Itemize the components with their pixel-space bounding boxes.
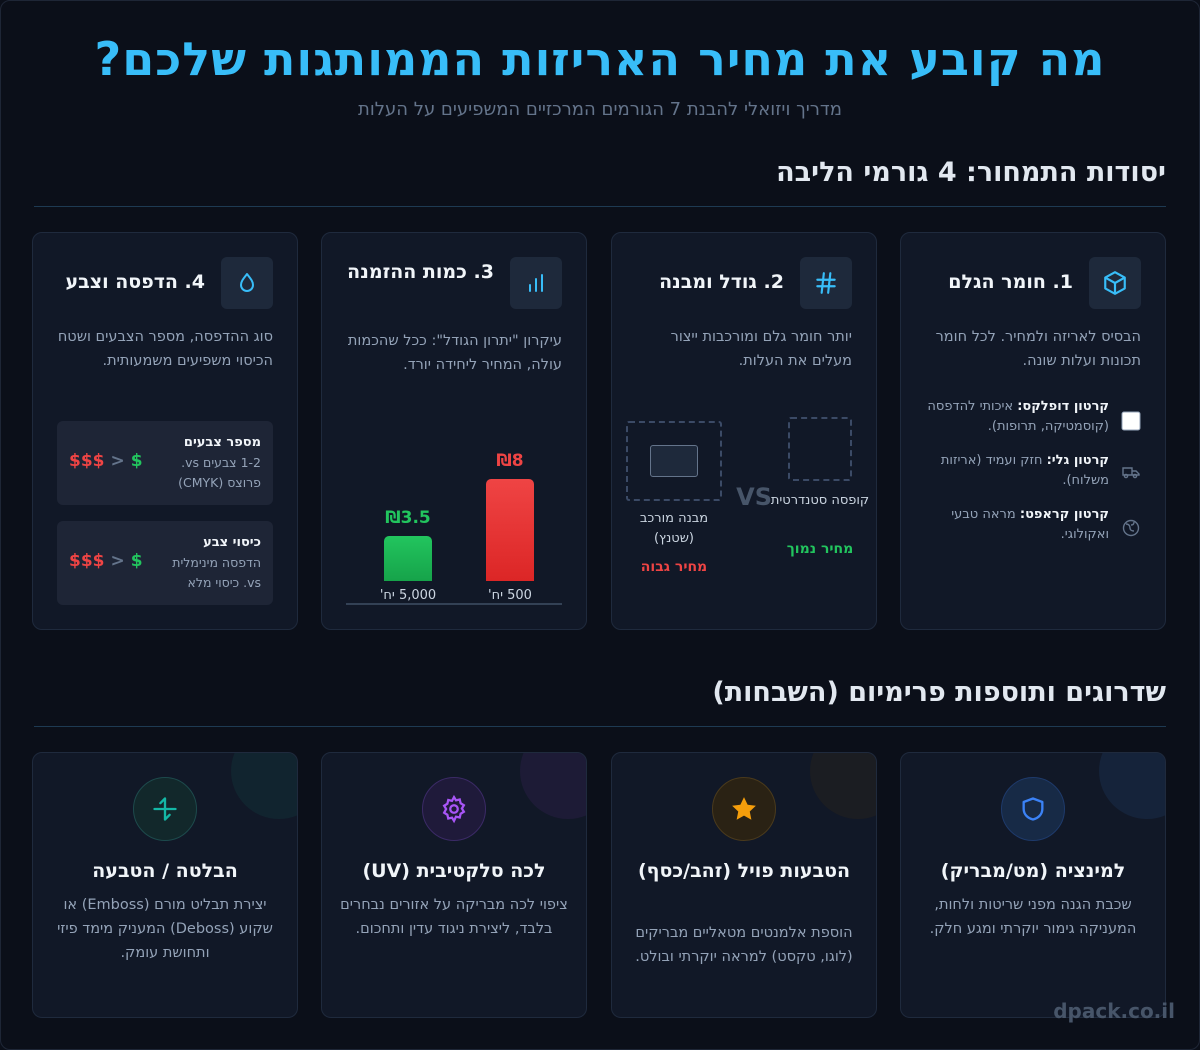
box-title: מספר צבעים xyxy=(183,435,261,450)
page-subtitle: מדריך ויזואלי להבנת 7 הגורמים המרכזיים ה… xyxy=(358,99,842,120)
standard-label: קופסה סטנדרטית xyxy=(770,493,870,508)
header: מה קובע את מחיר האריזות הממותגות שלכם? מ… xyxy=(1,1,1199,120)
gear-icon xyxy=(422,777,486,841)
section-title-upgrades: שדרוגים ותוספות פרימיום (השבחות) xyxy=(712,677,1166,708)
upgrade-card-lamination: למינציה (מט/מבריק) שכבת הגנה מפני שריטות… xyxy=(900,752,1166,1018)
upgrade-description: יצירת תבליט מורם (Emboss) או שקוע (Debos… xyxy=(57,897,273,961)
page-title: מה קובע את מחיר האריזות הממותגות שלכם? xyxy=(94,32,1106,86)
size-comparison: VS קופסה סטנדרטית מחיר נמוך מבנה מורכב (… xyxy=(626,417,869,597)
shield-icon xyxy=(1001,777,1065,841)
card-size: 2. גודל ומבנה יותר חומר גלם ומורכבות ייצ… xyxy=(611,232,877,630)
globe-leaf-icon xyxy=(1121,505,1141,537)
material-list: קרטון דופלקס: איכותי להדפסה (קוסמטיקה, ת… xyxy=(915,397,1141,559)
standard-box-shape xyxy=(788,417,852,481)
list-item: קרטון גלי: חזק ועמיד (אריזות משלוח). xyxy=(915,451,1141,491)
upgrade-card-emboss: הבלטה / הטבעה יצירת תבליט מורם (Emboss) … xyxy=(32,752,298,1018)
colors-count-box: מספר צבעים 1-2 צבעים vs. פרוצס (CMYK) $$$… xyxy=(57,421,273,505)
cube-icon xyxy=(1089,257,1141,309)
upgrade-description: הוספת אלמנטים מטאליים מבריקים (לוגו, טקס… xyxy=(635,925,853,965)
brand-watermark: dpack.co.il xyxy=(1053,999,1175,1023)
material-text: מראה טבעי ואקולוגי. xyxy=(951,507,1109,542)
upgrade-title: למינציה (מט/מבריק) xyxy=(940,860,1126,882)
card-print: 4. הדפסה וצבע סוג ההדפסה, מספר הצבעים וש… xyxy=(32,232,298,630)
box-text: 1-2 צבעים vs. פרוצס (CMYK) xyxy=(178,455,261,490)
card-title: 1. חומר הגלם xyxy=(948,271,1073,293)
chart-baseline xyxy=(346,603,562,605)
square-icon xyxy=(1121,397,1141,431)
quantity-chart: ₪8 500 יח' ₪3.5 5,000 יח' xyxy=(346,433,562,605)
box-text: הדפסה מינימלית vs. כיסוי מלא xyxy=(172,555,261,590)
upgrade-title: הטבעות פויל (זהב/כסף) xyxy=(637,860,851,882)
cost-comparison: $$$ > $ xyxy=(69,451,143,471)
upgrade-description: שכבת הגנה מפני שריטות ולחות, המעניקה גימ… xyxy=(929,897,1137,937)
complex-label: מבנה מורכב (שטנץ) xyxy=(639,511,709,546)
color-coverage-box: כיסוי צבע הדפסה מינימלית vs. כיסוי מלא $$… xyxy=(57,521,273,605)
chart-bar xyxy=(384,536,432,581)
upgrade-description: ציפוי לכה מבריקה על אזורים נבחרים בלבד, … xyxy=(340,897,568,937)
material-name: קרטון קראפט: xyxy=(1019,507,1109,522)
chart-bar xyxy=(486,479,534,581)
card-description: יותר חומר גלם ומורכבות ייצור מעלים את הע… xyxy=(670,329,852,369)
hash-icon xyxy=(800,257,852,309)
card-description: הבסיס לאריזה ולמחיר. לכל חומר תכונות ועל… xyxy=(935,329,1141,369)
list-item: קרטון קראפט: מראה טבעי ואקולוגי. xyxy=(915,505,1141,545)
material-name: קרטון דופלקס: xyxy=(1017,399,1109,414)
vs-label: VS xyxy=(736,483,772,511)
upgrade-card-foil: הטבעות פויל (זהב/כסף) הוספת אלמנטים מטאל… xyxy=(611,752,877,1018)
bar-value-label: ₪3.5 xyxy=(385,508,431,528)
section-divider xyxy=(34,726,1166,727)
standard-price: מחיר נמוך xyxy=(786,541,854,557)
material-text: חזק ועמיד (אריזות משלוח). xyxy=(940,453,1109,488)
cost-comparison: $$$ > $ xyxy=(69,551,143,571)
card-material: 1. חומר הגלם הבסיס לאריזה ולמחיר. לכל חו… xyxy=(900,232,1166,630)
bar-value-label: ₪8 xyxy=(496,451,524,471)
list-item: קרטון דופלקס: איכותי להדפסה (קוסמטיקה, ת… xyxy=(915,397,1141,437)
card-title: 3. כמות ההזמנה xyxy=(347,261,494,283)
box-title: כיסוי צבע xyxy=(203,535,261,550)
material-name: קרטון גלי: xyxy=(1046,453,1109,468)
upgrade-title: לכה סלקטיבית (UV) xyxy=(362,860,546,882)
card-description: עיקרון "יתרון הגודל": ככל שהכמות עולה, ה… xyxy=(347,333,562,373)
upgrade-card-uv: לכה סלקטיבית (UV) ציפוי לכה מבריקה על אז… xyxy=(321,752,587,1018)
bar-category-label: 5,000 יח' xyxy=(379,588,437,603)
section-divider xyxy=(34,206,1166,207)
card-quantity: 3. כמות ההזמנה עיקרון "יתרון הגודל": ככל… xyxy=(321,232,587,630)
bar-chart-icon xyxy=(510,257,562,309)
truck-icon xyxy=(1121,451,1141,479)
droplet-icon xyxy=(221,257,273,309)
card-title: 2. גודל ומבנה xyxy=(659,271,784,293)
emboss-arrows-icon xyxy=(133,777,197,841)
bar-category-label: 500 יח' xyxy=(488,588,532,603)
upgrade-title: הבלטה / הטבעה xyxy=(92,860,238,882)
card-title: 4. הדפסה וצבע xyxy=(65,271,205,293)
card-description: סוג ההדפסה, מספר הצבעים ושטח הכיסוי משפי… xyxy=(57,329,273,369)
section-title-core: יסודות התמחור: 4 גורמי הליבה xyxy=(776,157,1166,188)
complex-box-shape xyxy=(626,421,722,501)
material-text: איכותי להדפסה (קוסמטיקה, תרופות). xyxy=(927,399,1109,434)
star-icon xyxy=(712,777,776,841)
complex-price: מחיר גבוה xyxy=(640,559,708,575)
